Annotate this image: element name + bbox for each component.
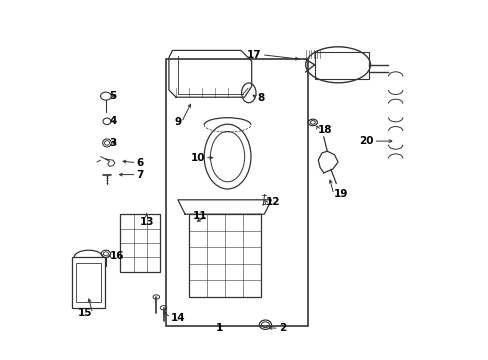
Text: 12: 12 [265,197,280,207]
Text: 20: 20 [358,136,373,146]
Text: 1: 1 [215,323,223,333]
Bar [314,52,368,79]
Text: 8: 8 [257,93,264,103]
Text: 4: 4 [109,116,117,126]
Text: 2: 2 [278,323,285,333]
Text: 5: 5 [109,91,117,101]
Text: 14: 14 [170,312,185,323]
Bar [76,263,101,302]
Text: 10: 10 [190,153,204,163]
Text: 11: 11 [192,211,206,221]
Text: 7: 7 [136,170,143,180]
Text: 9: 9 [174,117,181,127]
Text: 17: 17 [246,50,261,60]
Bar [72,257,104,308]
Text: 16: 16 [109,251,124,261]
Text: 15: 15 [78,308,92,318]
Bar [166,59,307,326]
Text: 6: 6 [136,158,143,168]
Bar [120,214,160,272]
Bar [188,214,260,297]
Text: 18: 18 [318,125,332,135]
Text: 3: 3 [109,138,117,148]
Text: 19: 19 [333,189,347,199]
Text: 13: 13 [139,217,154,227]
